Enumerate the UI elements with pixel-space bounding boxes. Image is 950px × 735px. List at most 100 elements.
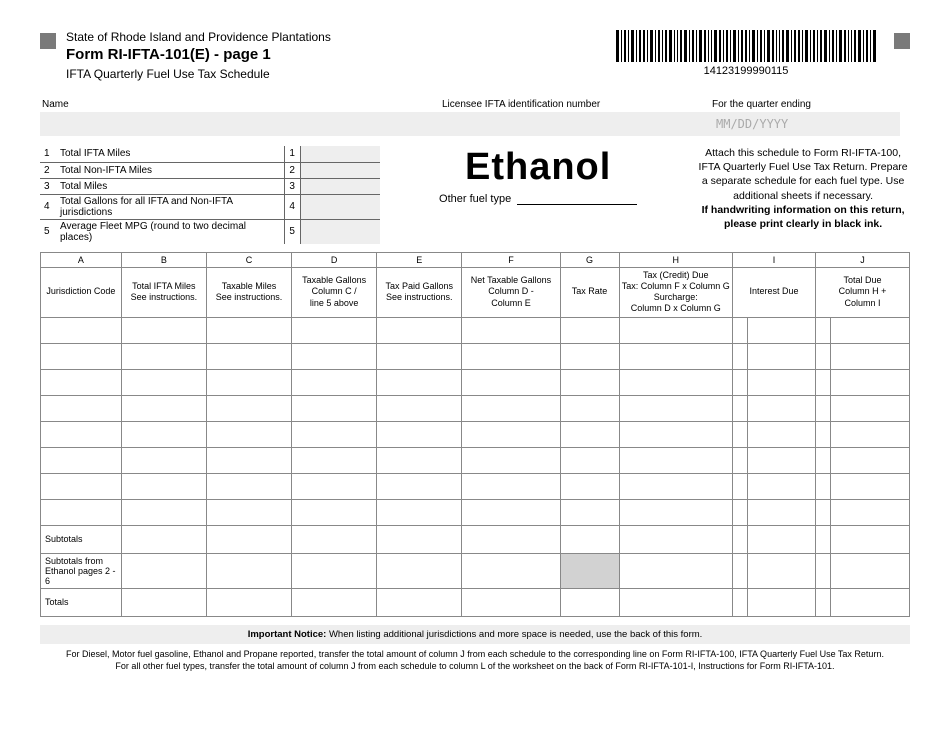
table-cell-narrow[interactable] — [733, 421, 748, 447]
table-cell[interactable] — [748, 343, 816, 369]
table-cell[interactable] — [560, 317, 619, 343]
table-cell[interactable] — [206, 395, 291, 421]
table-cell[interactable] — [560, 447, 619, 473]
table-cell[interactable] — [619, 421, 733, 447]
table-cell[interactable] — [41, 447, 122, 473]
table-cell[interactable] — [292, 395, 377, 421]
table-cell[interactable] — [121, 447, 206, 473]
table-cell[interactable] — [831, 499, 910, 525]
table-cell[interactable] — [41, 317, 122, 343]
table-cell[interactable] — [748, 447, 816, 473]
table-cell[interactable] — [121, 395, 206, 421]
summary-cell[interactable] — [560, 588, 619, 616]
summary-cell[interactable] — [377, 588, 462, 616]
table-cell-narrow[interactable] — [733, 343, 748, 369]
table-cell[interactable] — [377, 447, 462, 473]
summary-cell[interactable] — [292, 588, 377, 616]
table-cell-narrow[interactable] — [816, 421, 831, 447]
line-value-input[interactable] — [300, 194, 380, 219]
summary-cell-narrow[interactable] — [733, 588, 748, 616]
table-cell[interactable] — [619, 473, 733, 499]
summary-cell[interactable] — [292, 525, 377, 553]
table-cell[interactable] — [121, 473, 206, 499]
line-value-input[interactable] — [300, 219, 380, 244]
summary-cell[interactable] — [462, 553, 560, 588]
table-cell[interactable] — [560, 499, 619, 525]
table-cell[interactable] — [41, 395, 122, 421]
table-cell[interactable] — [831, 317, 910, 343]
summary-cell[interactable] — [831, 588, 910, 616]
summary-cell-narrow[interactable] — [733, 553, 748, 588]
table-cell[interactable] — [206, 499, 291, 525]
table-cell[interactable] — [121, 369, 206, 395]
table-cell[interactable] — [206, 421, 291, 447]
summary-cell[interactable] — [206, 553, 291, 588]
table-cell-narrow[interactable] — [816, 317, 831, 343]
summary-cell[interactable] — [748, 588, 816, 616]
table-cell[interactable] — [560, 343, 619, 369]
summary-cell[interactable] — [206, 588, 291, 616]
table-cell[interactable] — [206, 343, 291, 369]
table-cell-narrow[interactable] — [733, 499, 748, 525]
table-cell[interactable] — [41, 473, 122, 499]
table-cell[interactable] — [748, 421, 816, 447]
summary-cell[interactable] — [121, 553, 206, 588]
table-cell[interactable] — [292, 499, 377, 525]
table-cell-narrow[interactable] — [733, 473, 748, 499]
table-cell[interactable] — [831, 447, 910, 473]
table-cell[interactable] — [292, 473, 377, 499]
table-cell[interactable] — [831, 343, 910, 369]
summary-cell-narrow[interactable] — [733, 525, 748, 553]
table-cell[interactable] — [462, 317, 560, 343]
summary-cell[interactable] — [206, 525, 291, 553]
table-cell[interactable] — [41, 343, 122, 369]
table-cell[interactable] — [831, 395, 910, 421]
summary-cell[interactable] — [121, 525, 206, 553]
table-cell[interactable] — [619, 343, 733, 369]
table-cell-narrow[interactable] — [733, 317, 748, 343]
table-cell[interactable] — [377, 369, 462, 395]
summary-cell[interactable] — [462, 588, 560, 616]
licensee-input[interactable] — [440, 112, 710, 136]
table-cell[interactable] — [560, 369, 619, 395]
summary-cell[interactable] — [462, 525, 560, 553]
table-cell[interactable] — [377, 317, 462, 343]
table-cell[interactable] — [292, 369, 377, 395]
table-cell-narrow[interactable] — [733, 395, 748, 421]
table-cell[interactable] — [206, 317, 291, 343]
table-cell[interactable] — [121, 343, 206, 369]
table-cell[interactable] — [748, 395, 816, 421]
table-cell[interactable] — [292, 421, 377, 447]
table-cell[interactable] — [292, 447, 377, 473]
table-cell[interactable] — [560, 473, 619, 499]
table-cell[interactable] — [462, 447, 560, 473]
table-cell[interactable] — [462, 395, 560, 421]
table-cell[interactable] — [377, 421, 462, 447]
table-cell-narrow[interactable] — [733, 447, 748, 473]
table-cell[interactable] — [41, 369, 122, 395]
table-cell[interactable] — [206, 369, 291, 395]
table-cell[interactable] — [462, 473, 560, 499]
line-value-input[interactable] — [300, 162, 380, 178]
table-cell[interactable] — [41, 499, 122, 525]
table-cell[interactable] — [560, 395, 619, 421]
summary-cell[interactable] — [292, 553, 377, 588]
table-cell[interactable] — [206, 473, 291, 499]
table-cell[interactable] — [121, 421, 206, 447]
table-cell[interactable] — [748, 317, 816, 343]
table-cell[interactable] — [292, 343, 377, 369]
table-cell[interactable] — [462, 499, 560, 525]
summary-cell[interactable] — [831, 525, 910, 553]
table-cell[interactable] — [462, 343, 560, 369]
line-value-input[interactable] — [300, 146, 380, 162]
summary-cell[interactable] — [831, 553, 910, 588]
table-cell[interactable] — [377, 499, 462, 525]
table-cell[interactable] — [41, 421, 122, 447]
table-cell[interactable] — [121, 499, 206, 525]
table-cell[interactable] — [560, 421, 619, 447]
table-cell[interactable] — [292, 317, 377, 343]
table-cell-narrow[interactable] — [816, 369, 831, 395]
table-cell-narrow[interactable] — [816, 447, 831, 473]
summary-cell[interactable] — [560, 525, 619, 553]
table-cell-narrow[interactable] — [816, 499, 831, 525]
